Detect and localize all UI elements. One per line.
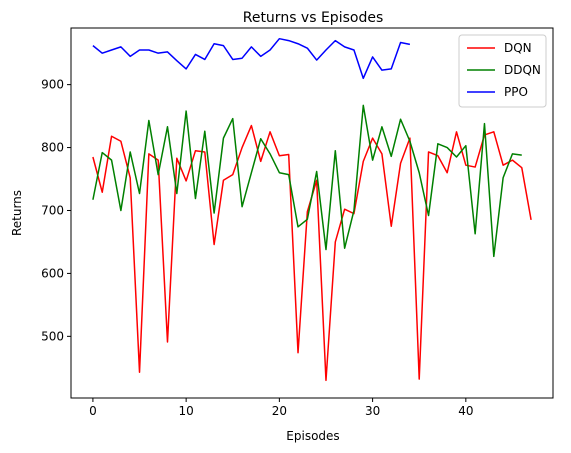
y-axis-label: Returns bbox=[10, 190, 24, 236]
y-tick-label: 500 bbox=[41, 329, 64, 343]
legend-label-dqn: DQN bbox=[504, 41, 532, 55]
plot-area bbox=[92, 37, 532, 382]
x-tick-label: 40 bbox=[458, 404, 473, 418]
x-tick-label: 10 bbox=[178, 404, 193, 418]
legend: DQN DDQN PPO bbox=[458, 34, 547, 108]
y-tick-label: 600 bbox=[41, 266, 64, 280]
x-tick-label: 30 bbox=[365, 404, 380, 418]
x-axis: 0 10 20 30 40 bbox=[89, 398, 473, 418]
legend-label-ddqn: DDQN bbox=[504, 63, 541, 77]
legend-box bbox=[458, 34, 547, 108]
series-line-ddqn bbox=[92, 104, 522, 258]
plot-frame bbox=[70, 27, 554, 399]
x-tick-label: 20 bbox=[272, 404, 287, 418]
legend-label-ppo: PPO bbox=[504, 85, 528, 99]
chart-title: Returns vs Episodes bbox=[243, 10, 384, 26]
y-tick-label: 800 bbox=[41, 141, 64, 155]
y-axis: 500 600 700 800 900 bbox=[41, 78, 71, 343]
x-tick-label: 0 bbox=[89, 404, 97, 418]
series-line-ppo bbox=[92, 37, 411, 80]
y-tick-label: 900 bbox=[41, 78, 64, 92]
x-axis-label: Episodes bbox=[286, 429, 339, 443]
y-tick-label: 700 bbox=[41, 203, 64, 217]
